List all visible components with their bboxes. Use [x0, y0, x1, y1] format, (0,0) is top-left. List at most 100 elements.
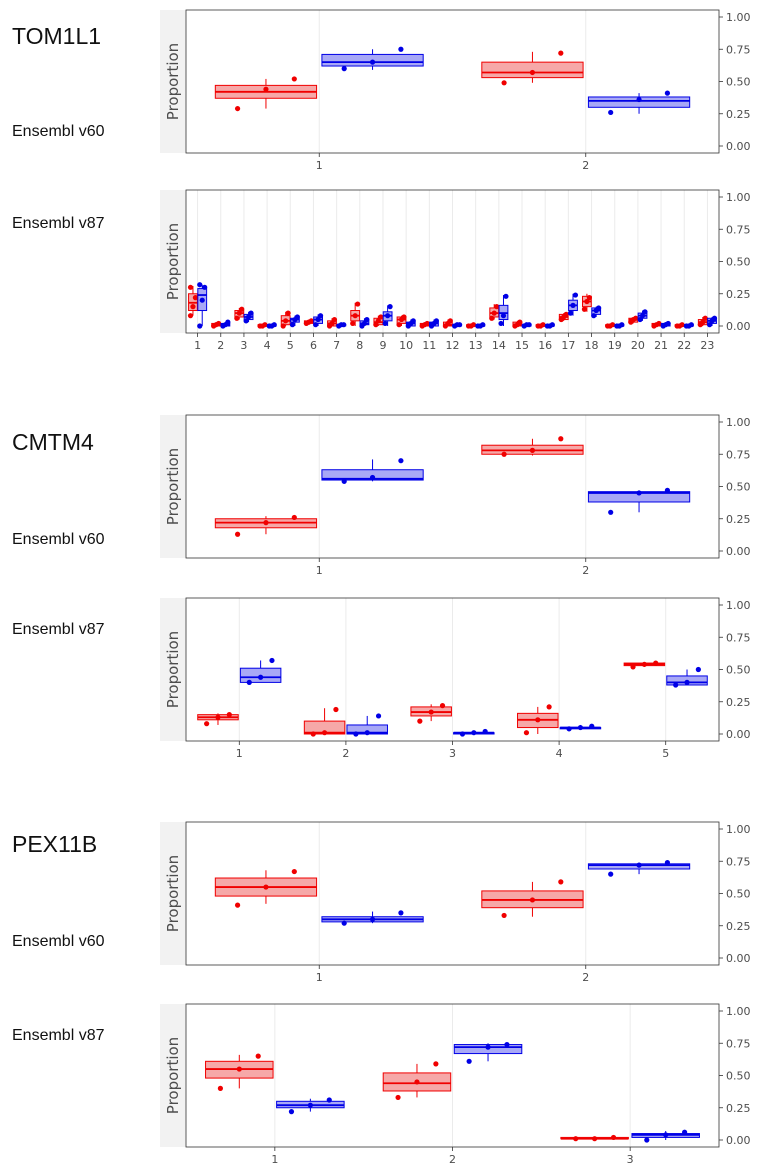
box-red-2 — [481, 436, 584, 457]
data-point — [424, 320, 430, 327]
ensembl-v87-label-cmtm4: Ensembl v87 — [12, 621, 105, 638]
y-tick-label: 0.25 — [726, 513, 751, 526]
box-blue-4 — [266, 322, 277, 329]
box-red-1 — [214, 76, 318, 112]
box-red-8 — [350, 301, 361, 327]
box-red-2 — [303, 706, 346, 737]
x-tick-label: 8 — [356, 339, 363, 352]
data-point — [563, 311, 569, 317]
x-tick-label: 2 — [582, 159, 589, 172]
box-red-3 — [560, 1134, 629, 1142]
box-blue-1 — [321, 458, 424, 484]
box-blue-19 — [614, 322, 625, 329]
data-point — [398, 458, 404, 464]
data-point — [310, 731, 316, 737]
data-point — [558, 50, 564, 56]
x-tick-label: 1 — [316, 971, 323, 984]
data-point — [417, 718, 423, 724]
data-point — [352, 313, 358, 319]
data-point — [529, 897, 536, 903]
data-point — [656, 320, 662, 327]
data-point — [498, 320, 504, 327]
data-point — [248, 310, 254, 316]
box-blue-10 — [405, 318, 416, 329]
x-tick-label: 18 — [585, 339, 599, 352]
data-point — [307, 1102, 313, 1108]
y-tick-label: 0.50 — [726, 664, 751, 677]
data-point — [288, 1109, 295, 1115]
data-point — [535, 717, 541, 723]
data-point — [313, 322, 319, 328]
data-point — [385, 313, 391, 319]
data-point — [375, 318, 381, 324]
data-point — [289, 322, 296, 328]
box-red-12 — [442, 318, 453, 329]
y-tick-label: 0.00 — [726, 1134, 751, 1147]
box-blue-8 — [359, 316, 370, 329]
data-point — [558, 436, 564, 442]
data-point — [341, 920, 347, 926]
data-point — [664, 859, 671, 866]
y-tick-label: 1.00 — [726, 823, 751, 836]
data-point — [637, 316, 643, 323]
chart-panel-6: Proportion 0.00 0.25 0.50 0.75 1.00 1 2 3 — [160, 1003, 751, 1166]
data-point — [382, 320, 388, 327]
data-point — [364, 730, 370, 736]
box-blue-2 — [346, 713, 388, 737]
box-blue-1 — [239, 657, 282, 686]
box-red-11 — [419, 320, 430, 329]
data-point — [234, 315, 240, 321]
data-point — [570, 302, 576, 308]
box-blue-2 — [587, 90, 691, 116]
data-point — [401, 314, 407, 320]
box-blue-6 — [313, 313, 324, 328]
x-tick-label: 2 — [449, 1153, 456, 1166]
box-red-20 — [628, 315, 639, 325]
data-point — [263, 520, 269, 526]
box-blue-3 — [631, 1129, 700, 1143]
y-tick-label: 0.00 — [726, 728, 751, 741]
data-point — [567, 310, 574, 316]
box-red-6 — [303, 318, 314, 327]
data-point — [433, 318, 440, 324]
data-point — [246, 679, 252, 686]
data-point — [269, 657, 275, 664]
data-point — [503, 293, 509, 299]
data-point — [529, 447, 536, 453]
box-blue-13 — [475, 322, 486, 329]
box-red-16 — [535, 322, 546, 329]
data-point — [566, 726, 572, 732]
box-red-1 — [205, 1053, 274, 1091]
y-tick-label: 0.25 — [726, 920, 751, 933]
data-point — [684, 679, 690, 686]
data-point — [439, 703, 446, 709]
data-point — [491, 310, 497, 316]
x-tick-label: 23 — [700, 339, 714, 352]
data-point — [577, 724, 584, 731]
box-blue-17 — [567, 292, 579, 316]
data-point — [331, 316, 338, 323]
box-red-7 — [326, 316, 338, 329]
box-blue-5 — [289, 314, 300, 328]
y-tick-label: 0.25 — [726, 288, 751, 301]
data-point — [608, 109, 614, 116]
data-point — [586, 295, 592, 301]
box-blue-22 — [683, 322, 694, 329]
chart-panel-4: Proportion 0.00 0.25 0.50 0.75 1.00 1 2 3 4 5 — [160, 597, 751, 760]
data-point — [592, 1136, 598, 1142]
gene-block-tom1l1: TOM1L1 Ensembl v60 Ensembl v87 — [12, 23, 105, 232]
data-point — [234, 105, 241, 112]
box-blue-5 — [666, 666, 708, 688]
box-red-21 — [651, 320, 662, 329]
y-tick-label: 1.00 — [726, 416, 751, 429]
panel-strip — [160, 1004, 186, 1147]
y-tick-label: 0.50 — [726, 76, 751, 89]
y-tick-label: 0.50 — [726, 1070, 751, 1083]
data-point — [663, 1132, 669, 1138]
data-point — [596, 305, 602, 311]
box-red-3 — [234, 306, 245, 321]
x-tick-label: 11 — [422, 339, 436, 352]
box-red-4 — [517, 704, 559, 736]
box-blue-18 — [591, 305, 602, 319]
